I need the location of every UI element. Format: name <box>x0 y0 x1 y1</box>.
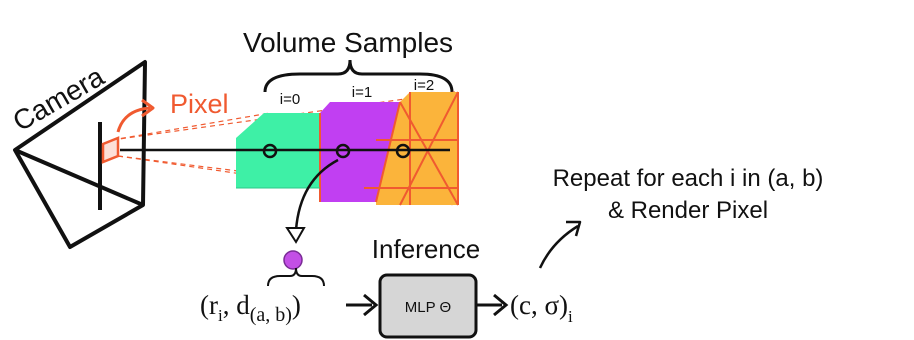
input-comma-d: , d <box>223 290 251 320</box>
output-sub-i: i <box>568 307 573 326</box>
mlp-in-arrow-head <box>363 293 379 317</box>
sample-label-2: i=2 <box>414 77 434 94</box>
repeat-line-1: Repeat for each i in (a, b) <box>553 165 824 192</box>
pixel-marker <box>101 136 120 164</box>
output-tuple: (c, σ)i <box>510 290 573 326</box>
samples-brace <box>263 59 454 93</box>
mlp-label: MLP Θ <box>405 299 451 316</box>
output-main: (c, σ) <box>510 290 568 320</box>
sample-point-2 <box>395 143 411 159</box>
sample-point-1 <box>335 143 351 159</box>
mlp-out-arrow-head <box>493 293 509 317</box>
inference-label: Inference <box>372 234 480 264</box>
sample-label-1: i=1 <box>352 84 372 101</box>
camera-icon <box>13 60 147 249</box>
sample-extract-arrow <box>294 158 339 231</box>
input-tuple: (ri, d(a, b)) <box>200 290 301 326</box>
repeat-arrow-head <box>566 220 582 237</box>
input-sub-i: i <box>218 306 223 325</box>
title: Volume Samples <box>243 27 453 58</box>
sample-point-0 <box>262 143 278 159</box>
pixel-label: Pixel <box>170 89 229 119</box>
volume-samples <box>236 91 459 206</box>
sample-point <box>283 250 303 270</box>
sample-label-0: i=0 <box>280 91 300 108</box>
repeat-arrow <box>538 224 579 269</box>
input-open: (r <box>200 290 218 320</box>
pixel-arrow <box>116 106 151 133</box>
sample-block-1 <box>320 102 400 202</box>
input-close: ) <box>292 290 301 320</box>
camera-label: Camera <box>8 60 110 137</box>
repeat-line-2: & Render Pixel <box>608 197 768 224</box>
sample-extract-arrow-head <box>285 227 306 244</box>
input-sub-ab: (a, b) <box>250 304 292 326</box>
input-brace <box>267 267 325 287</box>
pixel-arrow-head <box>141 98 155 118</box>
